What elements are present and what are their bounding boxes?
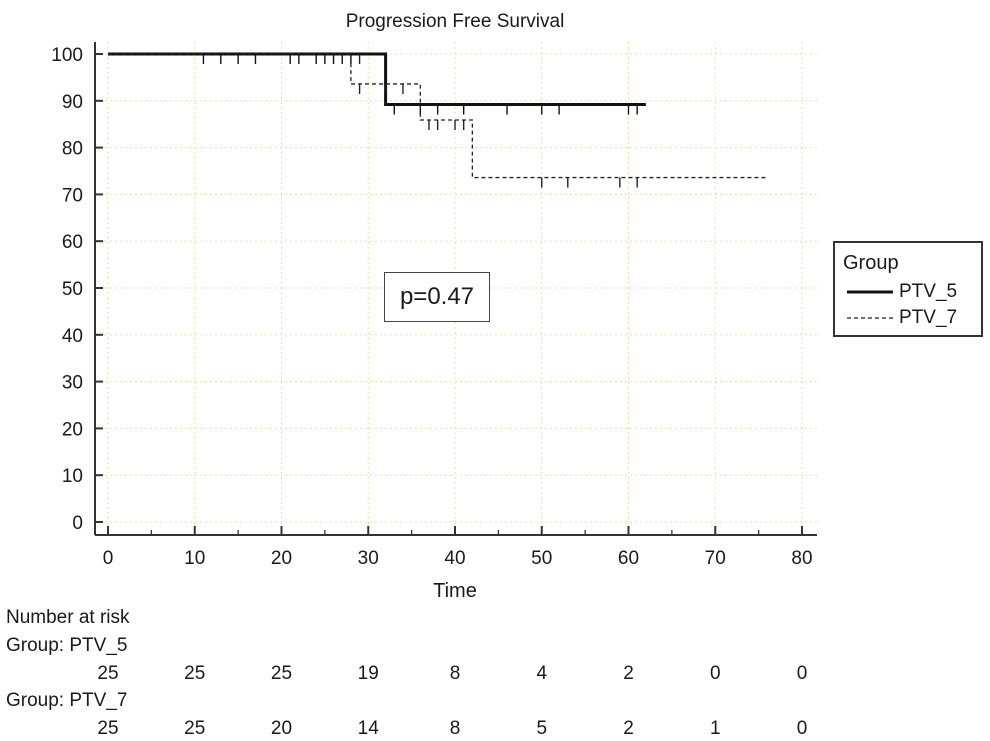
y-tick-label: 100 bbox=[51, 45, 83, 66]
survival-curve-ptv_7 bbox=[108, 53, 768, 179]
x-tick-label: 60 bbox=[618, 548, 639, 569]
y-tick-label: 70 bbox=[62, 185, 83, 206]
risk-count-cell: 8 bbox=[449, 663, 461, 684]
x-tick-label: 50 bbox=[531, 548, 552, 569]
y-tick-label: 50 bbox=[62, 279, 83, 300]
risk-count-cell: 20 bbox=[270, 718, 293, 739]
legend-swatch-dashed bbox=[847, 317, 893, 319]
x-tick-label: 70 bbox=[705, 548, 726, 569]
y-tick-label: 90 bbox=[62, 92, 83, 113]
legend-swatch-solid bbox=[847, 290, 893, 294]
risk-count-cell: 4 bbox=[536, 663, 548, 684]
risk-count-cell: 0 bbox=[796, 718, 808, 739]
risk-count-cell: 25 bbox=[184, 718, 206, 739]
y-tick-label: 40 bbox=[62, 326, 83, 347]
y-tick-label: 10 bbox=[62, 466, 83, 487]
survival-curve-ptv_5 bbox=[108, 52, 646, 107]
risk-count-cell: 5 bbox=[536, 718, 548, 739]
legend-entry-ptv5: PTV_5 bbox=[847, 281, 957, 303]
risk-count-cell: 2 bbox=[623, 718, 634, 739]
p-value-annotation: p=0.47 bbox=[384, 272, 490, 322]
x-tick-label: 20 bbox=[271, 548, 292, 569]
risk-group-label: Group: PTV_7 bbox=[6, 690, 128, 711]
risk-table-heading: Number at risk bbox=[6, 607, 130, 628]
y-tick-label: 0 bbox=[72, 513, 83, 534]
legend-entry-ptv7: PTV_7 bbox=[847, 307, 957, 329]
legend: Group PTV_5 PTV_7 bbox=[833, 241, 983, 337]
chart-title: Progression Free Survival bbox=[346, 11, 565, 32]
risk-count-cell: 25 bbox=[97, 718, 119, 739]
x-tick-label: 80 bbox=[791, 548, 812, 569]
risk-count-cell: 8 bbox=[449, 718, 461, 739]
y-tick-label: 80 bbox=[62, 139, 83, 160]
x-tick-label: 30 bbox=[358, 548, 379, 569]
legend-label-ptv7: PTV_7 bbox=[899, 307, 958, 328]
legend-label-ptv5: PTV_5 bbox=[899, 281, 958, 302]
risk-count-cell: 19 bbox=[357, 663, 379, 684]
risk-count-cell: 0 bbox=[796, 663, 808, 684]
x-tick-label: 10 bbox=[184, 548, 205, 569]
p-value-text: p=0.47 bbox=[399, 283, 475, 310]
legend-title: Group bbox=[843, 252, 899, 274]
risk-count-cell: 25 bbox=[97, 663, 119, 684]
risk-count-cell: 14 bbox=[357, 718, 379, 739]
risk-group-label: Group: PTV_5 bbox=[6, 635, 128, 656]
risk-count-cell: 2 bbox=[623, 663, 634, 684]
y-tick-label: 30 bbox=[62, 373, 83, 394]
x-tick-label: 0 bbox=[103, 548, 114, 569]
risk-count-cell: 1 bbox=[709, 718, 721, 739]
y-tick-label: 20 bbox=[62, 419, 83, 440]
y-tick-label: 60 bbox=[62, 232, 83, 253]
x-tick-label: 40 bbox=[444, 548, 465, 569]
risk-count-cell: 0 bbox=[709, 663, 721, 684]
x-axis-label: Time bbox=[433, 580, 477, 602]
risk-count-cell: 25 bbox=[184, 663, 206, 684]
risk-count-cell: 25 bbox=[270, 663, 293, 684]
